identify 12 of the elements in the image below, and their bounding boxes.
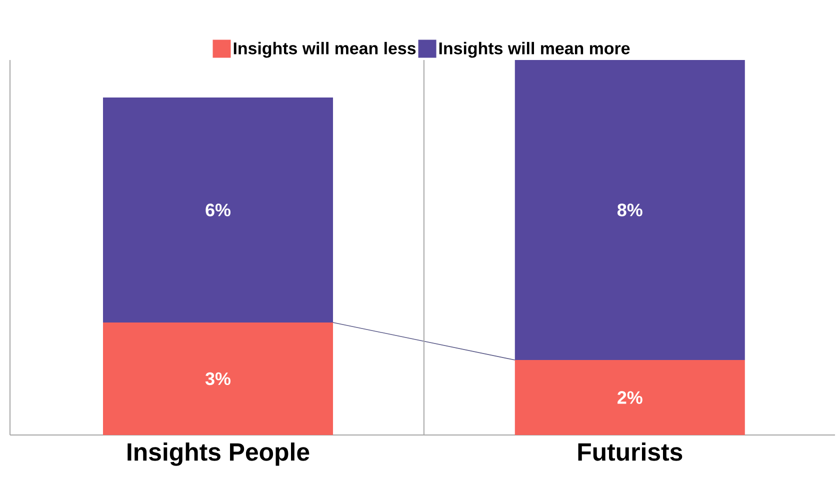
x-tick-label: Futurists [578, 442, 682, 461]
data-label: 2% [618, 391, 642, 404]
x-tick-label: Insights People [128, 442, 310, 466]
data-label: 8% [617, 204, 642, 216]
legend-label: Insights will mean less [234, 42, 416, 58]
bar [103, 322, 334, 435]
bar [514, 60, 745, 360]
bar [514, 360, 745, 435]
data-label: 3% [205, 372, 230, 386]
data-label: 6% [206, 204, 230, 216]
legend-label: Insights will mean more [439, 42, 630, 58]
bar [103, 97, 334, 322]
